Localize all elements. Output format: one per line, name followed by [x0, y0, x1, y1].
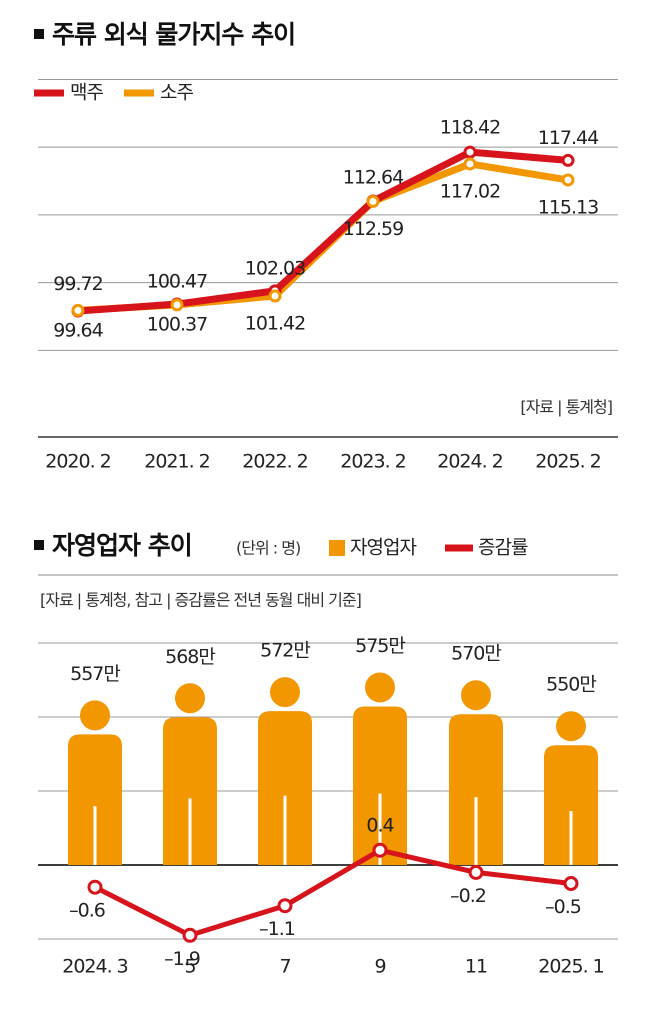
legend-label: 소주	[160, 82, 193, 104]
person-head	[365, 672, 395, 703]
value-label: 550만	[546, 674, 596, 696]
chart-title: 주류 외식 물가지수 추이	[52, 20, 295, 49]
line	[93, 847, 572, 938]
value-label: 0.4	[366, 815, 394, 837]
value-label: –1.1	[259, 918, 295, 940]
value-label: –0.2	[450, 885, 486, 907]
legend-label: 증감률	[478, 537, 528, 559]
person	[68, 700, 122, 865]
value-label: 572만	[260, 640, 310, 662]
person-head	[175, 683, 205, 714]
x-tick-label: 2022. 2	[242, 451, 308, 473]
value-label: 101.42	[245, 313, 305, 335]
point	[71, 303, 85, 317]
point	[87, 879, 103, 895]
value-label: 112.59	[343, 218, 403, 240]
bullet	[34, 29, 44, 39]
person-head	[270, 677, 300, 708]
x-tick-label: 2021. 2	[144, 451, 210, 473]
person	[544, 711, 598, 865]
legend-label: 자영업자	[350, 537, 416, 559]
legend-swatch	[329, 540, 345, 556]
value-label: 100.37	[147, 313, 207, 335]
value-label: 118.42	[440, 117, 500, 139]
chart-title: 자영업자 추이	[52, 531, 192, 560]
person-body	[68, 734, 122, 865]
person-head	[461, 680, 491, 711]
x-tick-label: 2020. 2	[45, 451, 111, 473]
person-body	[353, 706, 407, 865]
person-body	[163, 717, 217, 865]
person-body	[258, 711, 312, 865]
person-body	[544, 745, 598, 865]
point	[277, 898, 293, 914]
person	[449, 680, 503, 865]
point	[170, 298, 184, 312]
value-label: 568만	[165, 646, 215, 668]
value-label: 112.64	[343, 167, 404, 189]
point	[268, 289, 282, 303]
x-tick-label: 5	[184, 956, 195, 978]
value-label: 557만	[70, 663, 120, 685]
person	[163, 683, 217, 865]
value-label: 117.44	[538, 127, 599, 149]
source: [자료 | 통계청, 참고 | 증감률은 전년 동월 대비 기준]	[40, 591, 361, 610]
value-label: 570만	[451, 643, 501, 665]
unit-label: (단위 : 명)	[236, 539, 300, 558]
value-label: 100.47	[147, 271, 207, 293]
point	[563, 876, 579, 891]
point	[463, 145, 477, 159]
x-tick-label: 2024. 2	[437, 451, 503, 473]
x-tick-label: 9	[374, 956, 385, 978]
x-tick-label: 2024. 3	[62, 956, 128, 978]
value-label: 99.64	[53, 320, 103, 342]
value-label: –0.6	[69, 900, 105, 922]
point	[561, 173, 575, 187]
value-label: –0.5	[545, 896, 581, 918]
x-tick-label: 2025. 2	[535, 451, 601, 473]
person-head	[556, 711, 586, 742]
point	[182, 927, 198, 943]
x-tick-label: 11	[465, 956, 487, 978]
bullet	[34, 540, 44, 550]
source: [자료 | 통계청]	[520, 398, 612, 417]
point	[561, 153, 575, 167]
value-label: 115.13	[538, 196, 598, 218]
x-tick-label: 2025. 1	[538, 956, 604, 978]
point	[366, 194, 380, 208]
value-label: 102.03	[245, 257, 305, 279]
x-tick-label: 2023. 2	[340, 451, 406, 473]
value-label: 117.02	[440, 180, 500, 202]
value-label: 99.72	[53, 273, 102, 295]
line	[77, 148, 569, 315]
person	[258, 677, 312, 865]
person-body	[449, 714, 503, 865]
point	[463, 157, 477, 171]
person	[353, 672, 407, 865]
x-tick-label: 7	[279, 956, 290, 978]
point	[468, 864, 484, 880]
value-label: 575만	[355, 635, 405, 657]
legend-label: 맥주	[70, 82, 103, 104]
point	[372, 842, 388, 858]
person-head	[80, 700, 110, 731]
value-label: –1.9	[164, 948, 200, 970]
